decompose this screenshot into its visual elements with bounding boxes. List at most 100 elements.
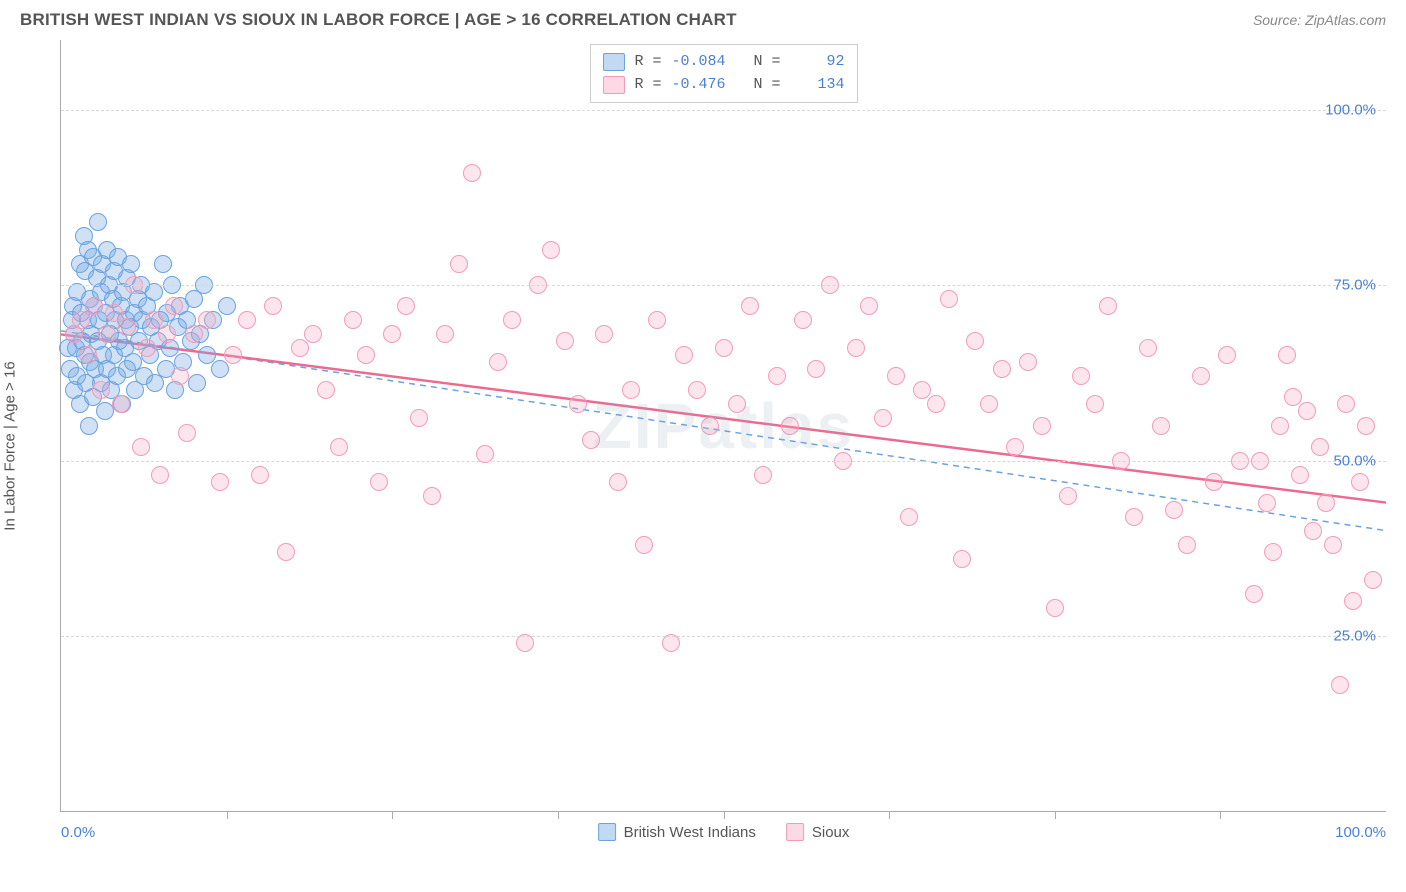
data-point [1271, 417, 1289, 435]
y-tick-label: 25.0% [1333, 627, 1376, 644]
chart-container: In Labor Force | Age > 16 ZIPatlas R =-0… [20, 40, 1386, 852]
data-point [238, 311, 256, 329]
data-point [304, 325, 322, 343]
data-point [79, 346, 97, 364]
data-point [635, 536, 653, 554]
data-point [1218, 346, 1236, 364]
data-point [1139, 339, 1157, 357]
data-point [357, 346, 375, 364]
data-point [1278, 346, 1296, 364]
r-label: R = [634, 74, 661, 97]
data-point [89, 213, 107, 231]
legend-swatch [602, 53, 624, 71]
data-point [251, 466, 269, 484]
correlation-legend: R =-0.084 N =92R =-0.476 N =134 [589, 44, 857, 103]
data-point [542, 241, 560, 259]
data-point [953, 550, 971, 568]
data-point [436, 325, 454, 343]
data-point [503, 311, 521, 329]
data-point [218, 297, 236, 315]
data-point [675, 346, 693, 364]
n-label: N = [736, 74, 781, 97]
data-point [1125, 508, 1143, 526]
data-point [211, 360, 229, 378]
y-tick-label: 50.0% [1333, 452, 1376, 469]
x-tick [558, 811, 559, 819]
n-label: N = [736, 51, 781, 74]
x-tick [392, 811, 393, 819]
data-point [1046, 599, 1064, 617]
data-point [1311, 438, 1329, 456]
data-point [741, 297, 759, 315]
gridline [61, 636, 1386, 637]
data-point [72, 311, 90, 329]
data-point [1357, 417, 1375, 435]
data-point [1019, 353, 1037, 371]
data-point [198, 311, 216, 329]
data-point [1165, 501, 1183, 519]
data-point [397, 297, 415, 315]
data-point [463, 164, 481, 182]
r-value: -0.476 [671, 74, 725, 97]
data-point [768, 367, 786, 385]
data-point [171, 367, 189, 385]
data-point [781, 417, 799, 435]
data-point [715, 339, 733, 357]
data-point [188, 374, 206, 392]
data-point [112, 395, 130, 413]
data-point [489, 353, 507, 371]
data-point [1192, 367, 1210, 385]
data-point [1033, 417, 1051, 435]
data-point [277, 543, 295, 561]
data-point [344, 311, 362, 329]
data-point [132, 438, 150, 456]
data-point [98, 325, 116, 343]
data-point [92, 381, 110, 399]
data-point [940, 290, 958, 308]
data-point [728, 395, 746, 413]
data-point [648, 311, 666, 329]
n-value: 92 [791, 51, 845, 74]
data-point [1264, 543, 1282, 561]
data-point [317, 381, 335, 399]
legend-swatch [602, 76, 624, 94]
data-point [556, 332, 574, 350]
legend-item: British West Indians [598, 823, 756, 841]
data-point [847, 339, 865, 357]
data-point [874, 409, 892, 427]
data-point [754, 466, 772, 484]
data-point [80, 417, 98, 435]
data-point [291, 339, 309, 357]
data-point [85, 297, 103, 315]
data-point [688, 381, 706, 399]
data-point [1178, 536, 1196, 554]
data-point [1351, 473, 1369, 491]
data-point [1364, 571, 1382, 589]
x-tick [724, 811, 725, 819]
plot-area: ZIPatlas R =-0.084 N =92R =-0.476 N =134… [60, 40, 1386, 812]
data-point [122, 255, 140, 273]
x-axis-min-label: 0.0% [61, 824, 95, 841]
data-point [224, 346, 242, 364]
y-tick-label: 100.0% [1325, 102, 1376, 119]
correlation-legend-row: R = -0.476 N = 134 [602, 74, 844, 97]
data-point [1258, 494, 1276, 512]
data-point [1152, 417, 1170, 435]
n-value: 134 [791, 74, 845, 97]
data-point [609, 473, 627, 491]
data-point [807, 360, 825, 378]
data-point [1245, 585, 1263, 603]
gridline [61, 285, 1386, 286]
data-point [1304, 522, 1322, 540]
data-point [1086, 395, 1104, 413]
data-point [701, 417, 719, 435]
x-tick [1220, 811, 1221, 819]
gridline [61, 461, 1386, 462]
data-point [1298, 402, 1316, 420]
data-point [410, 409, 428, 427]
data-point [1344, 592, 1362, 610]
data-point [370, 473, 388, 491]
data-point [622, 381, 640, 399]
data-point [1072, 367, 1090, 385]
gridline [61, 110, 1386, 111]
